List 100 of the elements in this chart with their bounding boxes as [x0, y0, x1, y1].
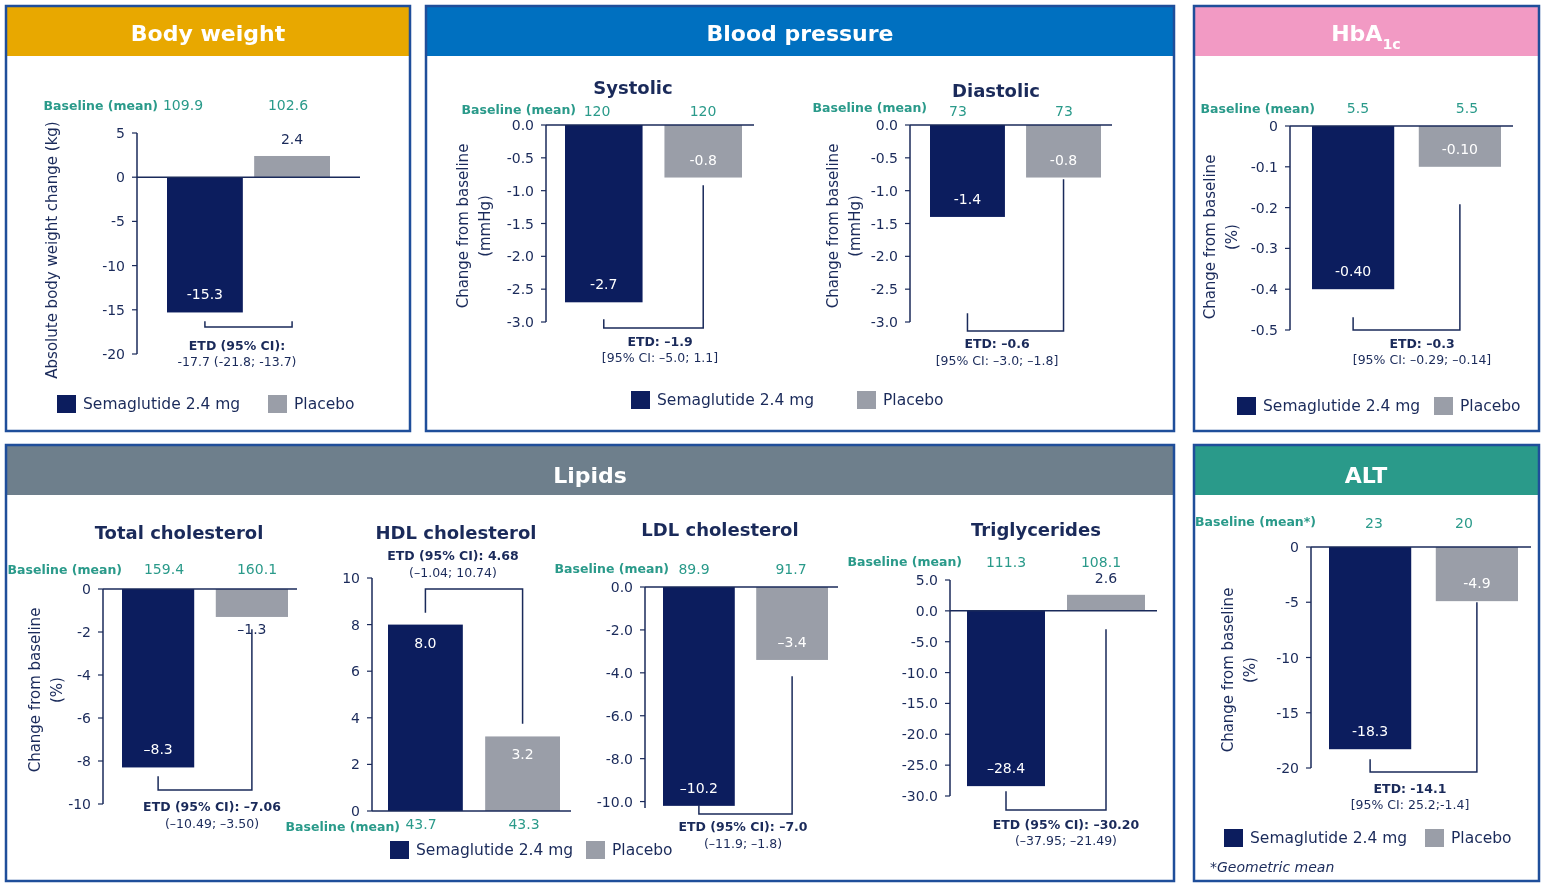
- y-tick-label: 0: [351, 803, 360, 819]
- text: 23: [1365, 515, 1383, 531]
- text: Baseline (mean): [43, 98, 158, 113]
- text: 120: [689, 103, 717, 119]
- y-tick-label: 0: [116, 169, 125, 186]
- text: (–37.95; –21.49): [1014, 833, 1118, 848]
- data-label: -15.3: [186, 286, 224, 303]
- text: Baseline (mean): [461, 102, 576, 117]
- y-tick-label: -0.5: [870, 149, 898, 166]
- y-tick-label: 8: [351, 616, 360, 633]
- chart-title: Triglycerides: [971, 519, 1101, 540]
- y-tick-label: -0.5: [506, 149, 534, 166]
- y-tick-label: 2: [351, 756, 360, 773]
- text: Baseline (mean): [554, 561, 669, 576]
- y-tick-label: -6.0: [605, 707, 633, 724]
- text: 160.1: [236, 561, 278, 577]
- y-tick-label: -0.5: [1250, 322, 1278, 338]
- y-tick-label: -0.1: [1250, 158, 1278, 175]
- y-tick-label: -8: [77, 753, 91, 769]
- data-label: 3.2: [511, 746, 534, 763]
- text: *Geometric mean: [1210, 859, 1335, 875]
- y-tick-label: -2.5: [506, 281, 534, 298]
- data-label: -4.9: [1463, 575, 1491, 592]
- text: 5.5: [1346, 100, 1370, 116]
- y-tick-label: -1.0: [870, 182, 898, 199]
- y-tick-label: 0.0: [875, 117, 898, 133]
- y-axis-title: Change from baseline (mmHg): [824, 143, 864, 309]
- text: Baseline (mean): [1200, 101, 1315, 116]
- text: Baseline (mean): [847, 554, 962, 569]
- legend-label: Placebo: [294, 395, 355, 413]
- y-tick-label: -1.5: [506, 215, 534, 232]
- text: ETD (95% CI): –7.0: [678, 819, 808, 834]
- text: Baseline (mean*): [1195, 514, 1316, 529]
- text: 102.6: [267, 97, 309, 113]
- y-axis-title: Absolute body weight change (kg): [43, 121, 61, 379]
- text: 73: [1055, 103, 1073, 119]
- text: ETD: -14.1: [1373, 781, 1447, 796]
- text: Baseline (mean): [285, 819, 400, 834]
- text: 43.3: [508, 816, 540, 832]
- data-label: -2.7: [590, 276, 618, 293]
- y-tick-label: -2.0: [506, 248, 534, 265]
- y-tick-label: -10: [1276, 649, 1299, 666]
- data-label: -0.40: [1334, 263, 1372, 280]
- chart-title: ALT: [1344, 463, 1388, 488]
- y-axis-title: Change from baseline (%): [26, 607, 66, 773]
- y-tick-label: -0.4: [1250, 281, 1279, 298]
- legend-label: Semaglutide 2.4 mg: [1263, 397, 1421, 415]
- chart-title: LDL cholesterol: [641, 519, 799, 540]
- text: 43.7: [405, 816, 437, 832]
- text: 159.4: [143, 561, 185, 577]
- y-tick-label: 0: [82, 581, 91, 597]
- y-tick-label: -10: [68, 796, 91, 812]
- legend-label: Placebo: [612, 841, 673, 859]
- y-tick-label: -20: [102, 346, 125, 362]
- y-tick-label: -0.3: [1250, 240, 1278, 257]
- annotation: (–1.04; 10.74): [409, 565, 497, 580]
- y-tick-label: -3.0: [506, 314, 534, 330]
- data-label: -1.4: [953, 190, 982, 207]
- y-tick-label: -3.0: [870, 314, 898, 330]
- text: 73: [949, 103, 967, 119]
- text: [95% CI: –0.29; –0.14]: [1352, 352, 1492, 367]
- text: [95% CI: –5.0; 1.1]: [601, 350, 719, 365]
- legend-label: Semaglutide 2.4 mg: [1250, 829, 1408, 847]
- y-tick-label: -5: [1285, 594, 1299, 611]
- chart-title: HbA$_{1c}$: [1331, 21, 1401, 52]
- y-tick-label: -30.0: [901, 788, 938, 804]
- y-tick-label: 6: [351, 663, 361, 680]
- data-label: -0.8: [1049, 151, 1078, 168]
- text: [95% CI: –3.0; –1.8]: [935, 353, 1059, 368]
- text: 91.7: [775, 561, 807, 577]
- text: ETD (95% CI): 4.68: [387, 548, 519, 563]
- text: 109.9: [162, 97, 204, 113]
- text: [95% CI: 25.2;-1.4]: [1350, 797, 1470, 812]
- text: (–10.49; –3.50): [164, 816, 260, 831]
- annotation: -17.7 (-21.8; -13.7): [177, 354, 297, 369]
- y-tick-label: 0.0: [511, 117, 534, 133]
- y-tick-label: 5: [116, 125, 125, 141]
- text: 120: [583, 103, 611, 119]
- data-label: –28.4: [986, 760, 1026, 777]
- y-tick-label: -15: [1276, 704, 1299, 721]
- data-label: 2.4: [280, 130, 304, 147]
- text: Baseline (mean): [7, 562, 122, 577]
- y-tick-label: -20.0: [901, 726, 938, 743]
- y-tick-label: -8.0: [605, 750, 633, 767]
- y-tick-label: -2: [77, 624, 91, 640]
- legend-label: Semaglutide 2.4 mg: [416, 841, 574, 859]
- chart-title: Total cholesterol: [94, 522, 264, 543]
- y-tick-label: -1.0: [506, 182, 534, 199]
- y-tick-label: -25.0: [901, 757, 938, 774]
- y-tick-label: -20: [1276, 760, 1299, 776]
- annotation: ETD (95% CI):: [188, 338, 286, 353]
- legend-label: Placebo: [1460, 397, 1521, 415]
- data-label: -0.8: [689, 151, 717, 168]
- y-tick-label: -4.0: [605, 664, 633, 681]
- y-tick-label: -5.0: [910, 633, 938, 650]
- y-tick-label: 10: [342, 570, 360, 586]
- chart-title: Diastolic: [952, 80, 1040, 101]
- data-label: 8.0: [414, 634, 437, 651]
- y-tick-label: 0.0: [610, 579, 633, 595]
- text: ETD: –1.9: [627, 334, 693, 349]
